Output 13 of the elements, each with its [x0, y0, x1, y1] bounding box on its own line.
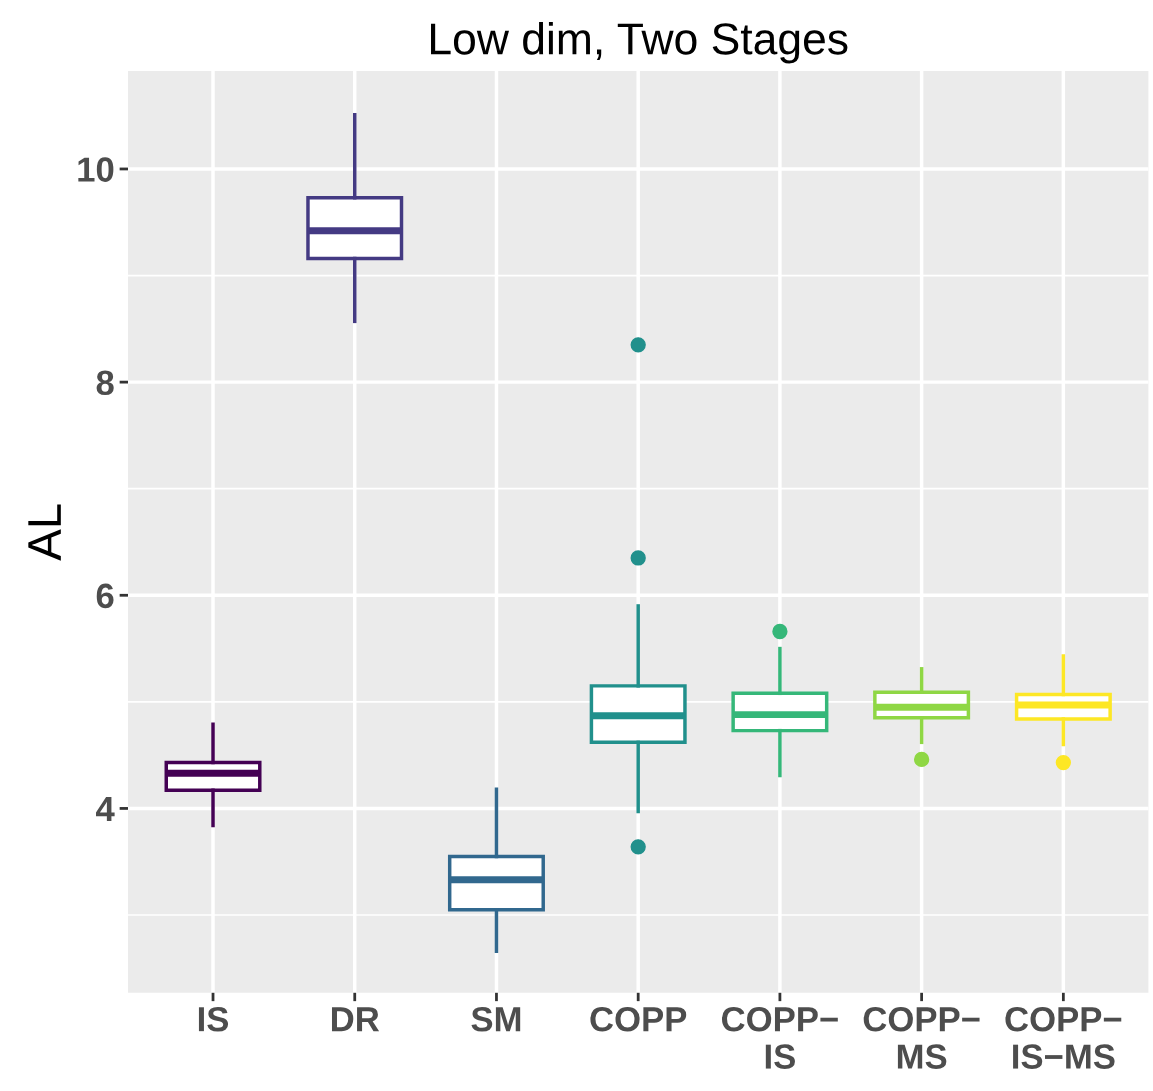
x-tick-label: SM — [471, 1006, 521, 1032]
y-axis-title: AL — [28, 504, 61, 561]
x-tick-label: DR — [331, 1007, 380, 1032]
y-tick-label: 10 — [78, 157, 114, 182]
y-tick-label: 8 — [96, 370, 114, 396]
y-tick-label: 6 — [96, 583, 114, 609]
x-tick-label: IS — [198, 1006, 229, 1032]
y-tick-label: 4 — [96, 797, 115, 822]
x-tick-label: COPP− MS — [863, 1006, 980, 1069]
chart-title: Low dim, Two Stages — [431, 22, 848, 64]
x-tick-label: COPP− IS — [721, 1006, 838, 1069]
x-tick-label: COPP — [590, 1006, 687, 1032]
x-tick-label: COPP− IS−MS — [1005, 1006, 1122, 1069]
